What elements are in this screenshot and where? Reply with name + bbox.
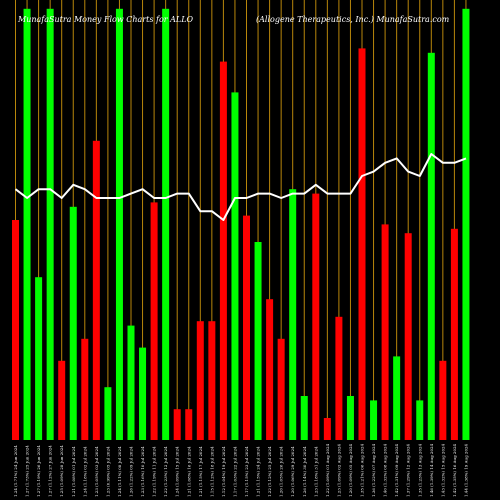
bar-38 (439, 360, 447, 440)
bar-35 (404, 233, 412, 440)
bar-30 (346, 396, 354, 440)
x-tick-label: 1.22 (1.19%) 11 Jul 2024 (152, 446, 157, 497)
bar-8 (92, 140, 100, 441)
x-tick-label: 1.26 (1.14%) 30 Jul 2024 (302, 446, 307, 497)
price-line (14, 153, 467, 221)
bar-19 (219, 61, 227, 440)
x-tick-label: 1.21 (1.08%) 01 Jul 2024 (71, 446, 76, 497)
x-tick-label: 1.23 (0.99%) 05 Jul 2024 (105, 446, 110, 497)
x-axis-ticks: 1.24 (1.71%) 24 Jun 2024 1.27 (1.73%) 25 … (13, 443, 468, 497)
bar-3 (35, 277, 43, 440)
x-tick-label: 1.44 (1.38%) 19 Aug 2024 (463, 443, 468, 497)
bars (12, 8, 470, 441)
bar-20 (231, 92, 239, 441)
bar-1 (12, 220, 19, 440)
x-tick-label: 1.21 (1.08%) 16 Jul 2024 (186, 446, 191, 497)
bar-5 (58, 360, 66, 440)
bar-14 (162, 8, 170, 441)
bar-22 (254, 242, 262, 440)
bar-29 (335, 316, 343, 440)
bar-18 (208, 321, 216, 440)
bar-21 (243, 215, 250, 440)
x-tick-label: 1.24 (1.71%) 24 Jun 2024 (13, 445, 18, 497)
x-tick-label: 1.23 (1.09%) 02 Aug 2024 (336, 443, 341, 497)
bar-37 (427, 52, 435, 441)
bar-28 (323, 418, 331, 440)
x-tick-label: 1.21 (1.15%) 24 Jul 2024 (256, 446, 261, 497)
x-tick-label: 1.21 (1.15%) 17 Jul 2024 (198, 446, 203, 497)
x-tick-label: 1.37 (1.29%) 12 Aug 2024 (406, 443, 411, 497)
bar-11 (127, 325, 135, 440)
x-tick-label: 1.35 (1.21%) 06 Aug 2024 (360, 443, 365, 497)
bar-32 (370, 400, 378, 440)
bar-4 (46, 8, 54, 441)
x-tick-label: 1.23 (1.05%) 03 Jul 2024 (94, 446, 99, 497)
x-tick-label: 1.27 (1.12%) 27 Jun 2024 (48, 445, 53, 497)
x-tick-label: 1.15 (1.12%) 18 Jul 2024 (209, 446, 214, 497)
bar-7 (81, 338, 89, 440)
bar-31 (358, 48, 366, 441)
bar-12 (139, 347, 147, 440)
x-tick-label: 1.20 (1.09%) 05 Aug 2024 (348, 443, 353, 497)
x-tick-label: 1.24 (1.11%) 08 Jul 2024 (117, 446, 122, 497)
x-tick-label: 1.22 (1.09%) 01 Aug 2024 (325, 443, 330, 497)
x-tick-label: 1.22 (1.23%) 12 Jul 2024 (163, 446, 168, 497)
x-tick-label: 1.22 (1.12%) 25 Jul 2024 (267, 446, 272, 497)
x-tick-label: 1.23 (1.18%) 31 Jul 2024 (313, 446, 318, 497)
bar-39 (450, 228, 458, 440)
bar-15 (173, 409, 181, 440)
chart-title-right: (Allogene Therapeutics, Inc.) MunafaSutr… (256, 15, 450, 24)
bar-2 (23, 8, 31, 441)
chart-title-left: MunafaSutra Money Flow Charts for ALLO (17, 15, 194, 24)
bar-25 (289, 189, 297, 440)
x-tick-label: 1.26 (1.22%) 09 Jul 2024 (129, 446, 134, 497)
bar-16 (185, 409, 193, 440)
bar-26 (300, 396, 308, 440)
bar-17 (196, 321, 204, 440)
x-tick-label: 1.40 (1.32%) 08 Aug 2024 (383, 443, 388, 497)
bar-34 (393, 356, 401, 440)
bar-23 (266, 299, 274, 440)
bar-36 (416, 400, 424, 440)
bar-40 (462, 8, 470, 441)
bar-33 (381, 224, 389, 440)
x-tick-label: 1.43 (1.32%) 15 Aug 2024 (440, 443, 445, 497)
bar-24 (277, 338, 285, 440)
x-tick-label: 1.42 (1.35%) 16 Aug 2024 (452, 443, 457, 497)
bar-9 (104, 387, 112, 440)
price-line-path (14, 153, 467, 221)
bar-10 (115, 8, 123, 441)
x-tick-label: 1.25 (1.09%) 28 Jun 2024 (59, 445, 64, 497)
x-tick-label: 1.42 (1.31%) 09 Aug 2024 (394, 443, 399, 497)
x-tick-label: 1.20 (1.06%) 29 Jul 2024 (290, 446, 295, 497)
x-tick-label: 1.46 (1.39%) 14 Aug 2024 (429, 443, 434, 497)
bar-6 (69, 206, 77, 440)
x-tick-label: 1.20 (1.05%) 26 Jul 2024 (279, 446, 284, 497)
x-tick-label: 1.17 (1.03%) 22 Jul 2024 (232, 446, 237, 497)
x-tick-label: 1.27 (1.19%) 26 Jun 2024 (36, 445, 41, 497)
bar-13 (150, 202, 158, 440)
x-tick-label: 1.35 (1.23%) 13 Aug 2024 (417, 443, 422, 497)
x-tick-label: 1.12 (1.04%) 19 Jul 2024 (221, 446, 226, 497)
x-tick-label: 1.24 (1.09%) 15 Jul 2024 (175, 446, 180, 497)
x-tick-label: 1.17 (1.15%) 23 Jul 2024 (244, 446, 249, 497)
bar-27 (312, 193, 320, 440)
x-tick-label: 1.27 (1.73%) 25 Jun 2024 (25, 445, 30, 497)
x-tick-label: 1.23 (1.16%) 10 Jul 2024 (140, 446, 145, 497)
x-tick-label: 1.24 (1.18%) 02 Jul 2024 (82, 446, 87, 497)
x-tick-label: 1.36 (1.22%) 07 Aug 2024 (371, 443, 376, 497)
